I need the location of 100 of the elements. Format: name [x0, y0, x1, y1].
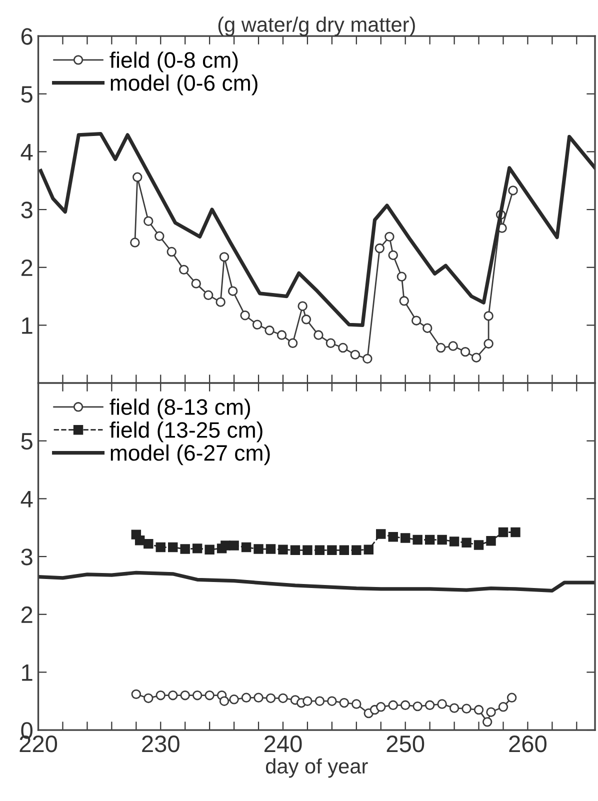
legend-label: field (13-25 cm): [110, 422, 262, 442]
point: [327, 696, 337, 706]
point: [474, 704, 484, 715]
point: [180, 544, 190, 554]
point: [412, 534, 422, 545]
point: [471, 352, 482, 362]
point: [449, 703, 460, 713]
legend-label: model (0-6 cm): [110, 74, 258, 96]
point: [437, 534, 447, 545]
x-axis-title: day of year: [266, 758, 368, 778]
line-series: [38, 132, 596, 328]
point: [396, 272, 407, 282]
legend-label: model (6-27 cm): [110, 444, 270, 466]
x-tick-label: 260: [509, 736, 546, 752]
point: [264, 326, 274, 336]
y-tick-label: 1: [22, 664, 32, 681]
point: [228, 286, 238, 296]
point: [301, 314, 312, 324]
point: [448, 341, 458, 351]
point: [462, 538, 472, 548]
point: [412, 316, 422, 326]
point: [204, 544, 214, 554]
point: [266, 693, 276, 704]
point: [179, 264, 189, 275]
point: [362, 354, 372, 364]
point: [254, 544, 264, 554]
point: [352, 699, 362, 709]
point: [484, 311, 494, 321]
point: [241, 692, 252, 703]
point: [288, 338, 298, 348]
point: [376, 702, 386, 712]
point: [254, 692, 264, 703]
point: [204, 690, 214, 700]
line-series: [38, 570, 596, 592]
point: [131, 689, 142, 700]
y-tick-label: 2: [21, 606, 32, 623]
x-tick-label: 240: [264, 736, 302, 752]
point: [462, 704, 472, 714]
y-tick-label: 4: [20, 491, 33, 508]
point: [400, 533, 410, 543]
point: [180, 690, 190, 700]
legend-label: field (0-8 cm): [110, 52, 238, 72]
point: [506, 692, 517, 703]
point: [240, 310, 250, 320]
point: [219, 696, 230, 706]
point: [278, 544, 288, 554]
point: [460, 346, 470, 357]
point: [144, 693, 154, 704]
point: [298, 301, 308, 311]
y-tick-label: 6: [21, 28, 32, 45]
point: [350, 350, 360, 360]
point: [252, 320, 262, 330]
point: [192, 690, 202, 700]
point: [338, 342, 348, 353]
point: [326, 338, 336, 348]
point: [154, 231, 164, 242]
point: [302, 545, 312, 556]
point: [266, 544, 276, 554]
point: [229, 694, 239, 704]
chart-title: (g water/g dry matter): [218, 16, 415, 36]
point: [132, 172, 142, 182]
point: [156, 690, 166, 700]
point: [144, 216, 154, 226]
point: [327, 545, 337, 556]
point: [388, 700, 398, 710]
point: [400, 700, 410, 710]
point: [486, 536, 496, 546]
y-tick-label: 5: [21, 433, 32, 450]
point: [314, 696, 325, 706]
y-tick-label: 1: [22, 318, 32, 334]
point: [424, 700, 435, 710]
point: [498, 702, 508, 712]
point: [229, 540, 239, 550]
point: [216, 297, 226, 307]
point: [422, 323, 432, 333]
point: [203, 290, 214, 300]
point: [302, 696, 312, 706]
point: [166, 246, 177, 257]
point: [219, 252, 230, 262]
point: [508, 186, 518, 196]
y-tick-label: 4: [20, 144, 33, 160]
point: [388, 250, 398, 260]
y-tick-label: 2: [21, 259, 32, 276]
point: [374, 243, 385, 254]
point: [484, 338, 494, 349]
legend-label: field (8-13 cm): [110, 398, 250, 420]
point: [412, 701, 422, 712]
point: [436, 342, 446, 353]
point: [144, 538, 154, 549]
point: [384, 232, 394, 242]
point: [278, 693, 288, 704]
point: [449, 536, 460, 546]
point: [486, 707, 496, 717]
y-tick-label: 3: [21, 202, 32, 218]
point: [437, 699, 447, 709]
point: [474, 540, 484, 550]
point: [192, 544, 202, 554]
point: [399, 296, 409, 306]
point: [191, 278, 201, 288]
point: [352, 545, 362, 556]
